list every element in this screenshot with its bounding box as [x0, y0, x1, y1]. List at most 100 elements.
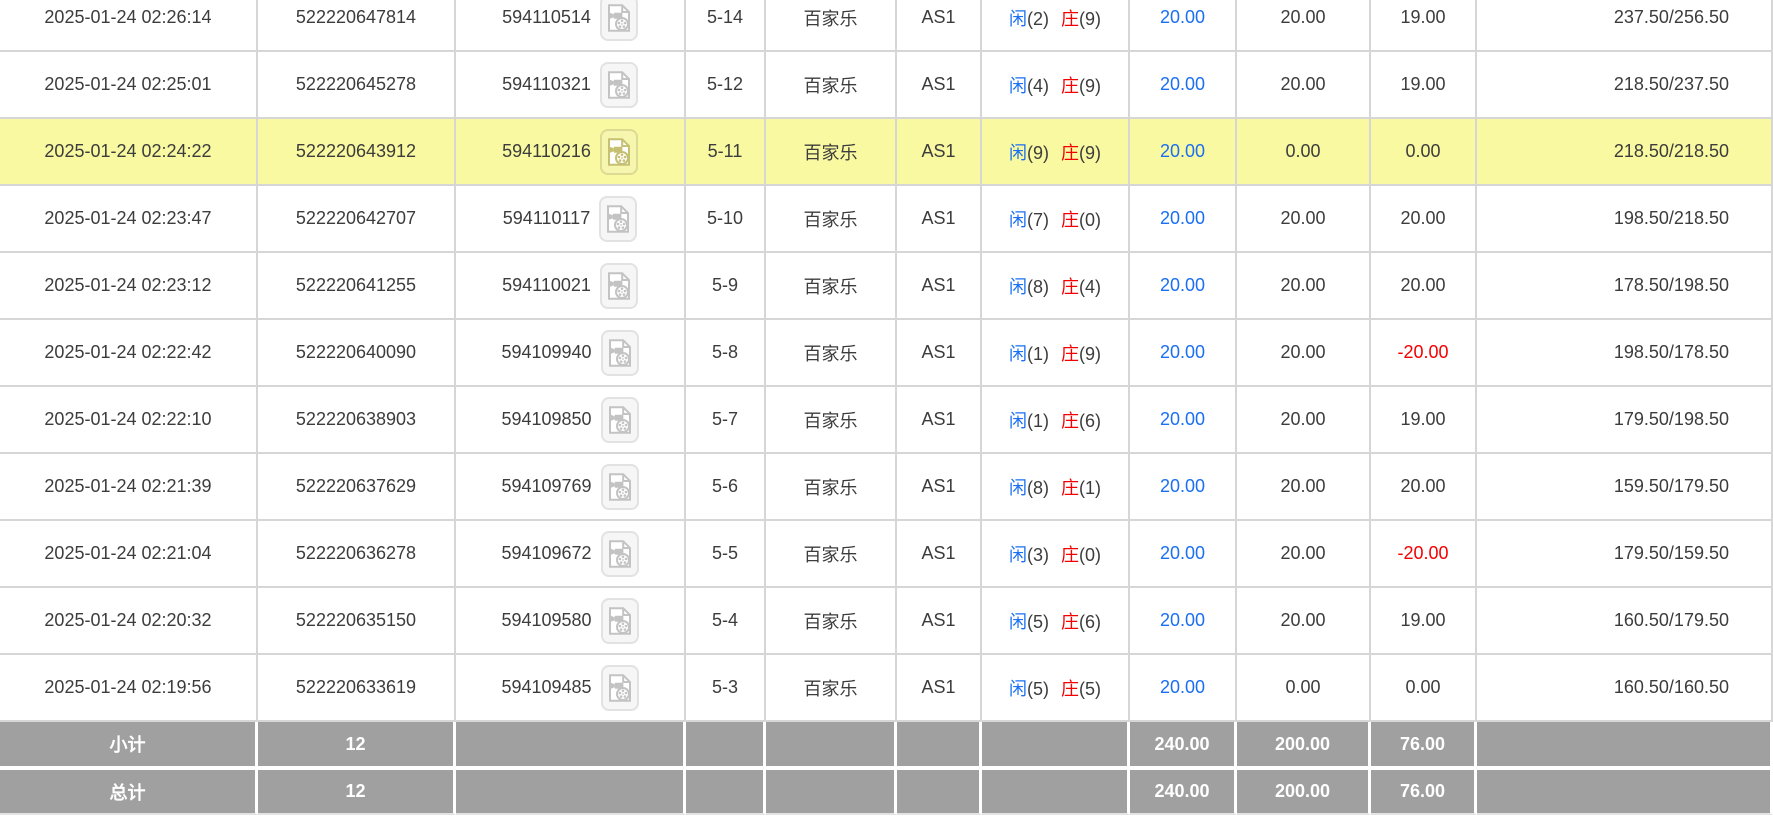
bet-record-row[interactable]: 2025-01-24 02:24:22 522220643912 5941102…: [0, 119, 1773, 186]
cell-win-loss: 20.00: [1371, 454, 1477, 521]
cell-balance: 237.50/256.50: [1477, 0, 1773, 52]
bet-amount-link[interactable]: 20.00: [1159, 543, 1206, 563]
grand-total-empty-cell: [456, 770, 686, 815]
video-replay-button[interactable]: [600, 597, 639, 644]
cell-bet-time: 2025-01-24 02:23:47: [0, 186, 258, 253]
bet-record-row[interactable]: 2025-01-24 02:22:42 522220640090 5941099…: [0, 320, 1773, 387]
subtotal-empty-cell: [456, 722, 686, 770]
bet-amount-link[interactable]: 20.00: [1159, 141, 1206, 161]
cell-game-type: 百家乐: [766, 320, 897, 387]
player-score: (2): [1026, 8, 1049, 29]
bet-record-row[interactable]: 2025-01-24 02:20:32 522220635150 5941095…: [0, 588, 1773, 655]
bet-record-row[interactable]: 2025-01-24 02:25:01 522220645278 5941103…: [0, 52, 1773, 119]
cell-bet-amount: 20.00: [1130, 387, 1237, 454]
video-replay-button[interactable]: [600, 664, 639, 711]
cell-valid-amount: 20.00: [1237, 186, 1371, 253]
video-replay-button[interactable]: [600, 396, 639, 443]
bet-record-row[interactable]: 2025-01-24 02:19:56 522220633619 5941094…: [0, 655, 1773, 722]
video-file-icon: [608, 673, 631, 702]
cell-order-number: 522220637629: [258, 454, 456, 521]
video-replay-button[interactable]: [599, 61, 638, 108]
cell-game-number: 594110321: [456, 52, 686, 119]
cell-game-result: 闲(1) 庄(6): [982, 387, 1130, 454]
video-file-icon: [607, 3, 630, 32]
cell-valid-amount: 0.00: [1237, 655, 1371, 722]
game-number-group: 594109850: [456, 396, 684, 443]
cell-balance: 218.50/237.50: [1477, 52, 1773, 119]
bet-amount-link[interactable]: 20.00: [1159, 275, 1206, 295]
bet-amount-link[interactable]: 20.00: [1159, 476, 1206, 496]
cell-table-id: AS1: [897, 521, 982, 588]
bet-amount-link[interactable]: 20.00: [1159, 409, 1206, 429]
cell-win-loss: 20.00: [1371, 186, 1477, 253]
video-replay-button[interactable]: [599, 195, 638, 242]
game-number-group: 594109940: [456, 329, 684, 376]
grand-total-empty-cell: [1477, 770, 1773, 815]
bet-amount-link[interactable]: 20.00: [1159, 74, 1206, 94]
bet-amount-link[interactable]: 20.00: [1159, 610, 1206, 630]
banker-score: (9): [1079, 142, 1101, 163]
cell-table-id: AS1: [897, 454, 982, 521]
cell-game-result: 闲(8) 庄(1): [982, 454, 1130, 521]
grand-total-empty-cell: [982, 770, 1130, 815]
cell-order-number: 522220640090: [258, 320, 456, 387]
player-score: (5): [1026, 611, 1049, 632]
bet-record-row[interactable]: 2025-01-24 02:23:47 522220642707 5941101…: [0, 186, 1773, 253]
player-label: 闲: [1008, 611, 1027, 632]
cell-game-type: 百家乐: [766, 119, 897, 186]
video-replay-button[interactable]: [599, 0, 638, 41]
bet-amount-link[interactable]: 20.00: [1159, 677, 1206, 697]
cell-order-number: 522220636278: [258, 521, 456, 588]
video-replay-button[interactable]: [599, 262, 638, 309]
bet-record-row[interactable]: 2025-01-24 02:26:14 522220647814 5941105…: [0, 0, 1773, 52]
banker-score: (5): [1079, 678, 1101, 699]
cell-balance: 179.50/159.50: [1477, 521, 1773, 588]
video-replay-button[interactable]: [600, 463, 639, 510]
banker-label: 庄: [1061, 410, 1079, 431]
cell-order-number: 522220647814: [258, 0, 456, 52]
cell-win-loss: 0.00: [1371, 119, 1477, 186]
bet-amount-link[interactable]: 20.00: [1159, 7, 1206, 27]
video-file-icon: [607, 137, 630, 166]
game-number-text: 594109672: [501, 543, 592, 563]
player-score: (8): [1026, 477, 1049, 498]
cell-win-loss: -20.00: [1371, 320, 1477, 387]
banker-score: (9): [1079, 8, 1101, 29]
cell-bet-amount: 20.00: [1130, 0, 1237, 52]
game-number-text: 594109769: [501, 476, 592, 496]
cell-table-id: AS1: [897, 52, 982, 119]
video-file-icon: [608, 539, 631, 568]
cell-table-id: AS1: [897, 253, 982, 320]
cell-bet-amount: 20.00: [1130, 521, 1237, 588]
game-number-text: 594110117: [502, 208, 591, 228]
video-replay-button[interactable]: [600, 530, 639, 577]
cell-order-number: 522220642707: [258, 186, 456, 253]
cell-order-number: 522220641255: [258, 253, 456, 320]
subtotal-empty-cell: [897, 722, 982, 770]
video-replay-button[interactable]: [600, 329, 639, 376]
player-score: (1): [1026, 343, 1049, 364]
bet-record-row[interactable]: 2025-01-24 02:21:04 522220636278 5941096…: [0, 521, 1773, 588]
cell-game-type: 百家乐: [766, 521, 897, 588]
bet-record-row[interactable]: 2025-01-24 02:22:10 522220638903 5941098…: [0, 387, 1773, 454]
bet-amount-link[interactable]: 20.00: [1159, 342, 1206, 362]
cell-table-id: AS1: [897, 186, 982, 253]
bet-amount-link[interactable]: 20.00: [1159, 208, 1206, 228]
cell-bet-time: 2025-01-24 02:22:42: [0, 320, 258, 387]
player-label: 闲: [1008, 142, 1027, 163]
video-replay-button[interactable]: [599, 128, 638, 175]
cell-game-type: 百家乐: [766, 0, 897, 52]
cell-round-number: 5-11: [686, 119, 766, 186]
game-number-text: 594109580: [501, 610, 592, 630]
cell-table-id: AS1: [897, 320, 982, 387]
cell-game-result: 闲(9) 庄(9): [982, 119, 1130, 186]
game-number-group: 594110117: [456, 195, 684, 242]
records-body: 2025-01-24 02:26:14 522220647814 5941105…: [0, 0, 1773, 722]
game-number-group: 594110216: [456, 128, 684, 175]
subtotal-count: 12: [258, 722, 456, 770]
bet-record-row[interactable]: 2025-01-24 02:23:12 522220641255 5941100…: [0, 253, 1773, 320]
cell-game-result: 闲(2) 庄(9): [982, 0, 1130, 52]
cell-game-number: 594110117: [456, 186, 686, 253]
bet-record-row[interactable]: 2025-01-24 02:21:39 522220637629 5941097…: [0, 454, 1773, 521]
